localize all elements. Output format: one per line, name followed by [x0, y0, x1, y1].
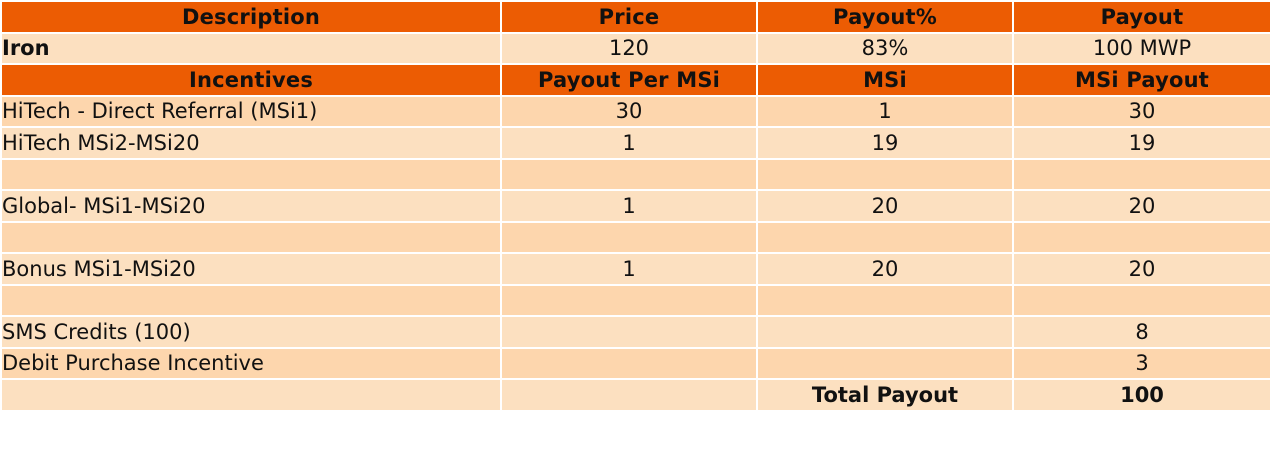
product-payout: 100 MWP: [1012, 31, 1270, 65]
msi-payout-cell: [1012, 283, 1270, 317]
table-row: [0, 220, 1270, 254]
msi-cell: [756, 283, 1014, 317]
msi-cell: 20: [756, 252, 1014, 286]
header-payout-percent: Payout%: [756, 0, 1014, 34]
incentive-label: SMS Credits (100): [0, 315, 502, 349]
table-row: Bonus MSi1-MSi20 1 20 20: [0, 252, 1270, 286]
product-price: 120: [500, 31, 758, 65]
incentive-label: Global- MSi1-MSi20: [0, 189, 502, 223]
msi-cell: 1: [756, 94, 1014, 128]
header-incentives: Incentives: [0, 63, 502, 97]
msi-cell: 19: [756, 126, 1014, 160]
total-payout-value: 100: [1012, 378, 1270, 412]
msi-payout-cell: [1012, 157, 1270, 191]
product-name: Iron: [0, 31, 502, 65]
msi-payout-cell: [1012, 220, 1270, 254]
payout-per-msi-cell: [500, 315, 758, 349]
payout-per-msi-cell: [500, 346, 758, 380]
payout-per-msi-cell: 1: [500, 126, 758, 160]
total-payout-label: Total Payout: [756, 378, 1014, 412]
payout-per-msi-cell: 1: [500, 189, 758, 223]
incentive-label: [0, 283, 502, 317]
msi-payout-cell: 3: [1012, 346, 1270, 380]
total-empty-cell: [0, 378, 502, 412]
header-row-incentives: Incentives Payout Per MSi MSi MSi Payout: [0, 63, 1270, 97]
incentive-label: Debit Purchase Incentive: [0, 346, 502, 380]
table-row: HiTech MSi2-MSi20 1 19 19: [0, 126, 1270, 160]
header-msi: MSi: [756, 63, 1014, 97]
table-row: [0, 283, 1270, 317]
header-description: Description: [0, 0, 502, 34]
table-row: SMS Credits (100) 8: [0, 315, 1270, 349]
table-row: HiTech - Direct Referral (MSi1) 30 1 30: [0, 94, 1270, 128]
msi-payout-cell: 20: [1012, 252, 1270, 286]
incentive-label: [0, 220, 502, 254]
header-payout-per-msi: Payout Per MSi: [500, 63, 758, 97]
payout-per-msi-cell: 30: [500, 94, 758, 128]
payout-per-msi-cell: [500, 220, 758, 254]
msi-payout-cell: 19: [1012, 126, 1270, 160]
product-payout-percent: 83%: [756, 31, 1014, 65]
header-msi-payout: MSi Payout: [1012, 63, 1270, 97]
incentive-label: [0, 157, 502, 191]
total-row: Total Payout 100: [0, 378, 1270, 412]
msi-cell: 20: [756, 189, 1014, 223]
payout-per-msi-cell: [500, 283, 758, 317]
header-price: Price: [500, 0, 758, 34]
msi-payout-cell: 30: [1012, 94, 1270, 128]
product-row: Iron 120 83% 100 MWP: [0, 31, 1270, 65]
payout-table: Description Price Payout% Payout Iron 12…: [0, 0, 1270, 412]
msi-cell: [756, 157, 1014, 191]
msi-cell: [756, 315, 1014, 349]
msi-payout-cell: 20: [1012, 189, 1270, 223]
payout-per-msi-cell: 1: [500, 252, 758, 286]
total-empty-cell: [500, 378, 758, 412]
incentive-label: HiTech - Direct Referral (MSi1): [0, 94, 502, 128]
table-row: [0, 157, 1270, 191]
table-row: Debit Purchase Incentive 3: [0, 346, 1270, 380]
header-row-product: Description Price Payout% Payout: [0, 0, 1270, 34]
incentive-label: HiTech MSi2-MSi20: [0, 126, 502, 160]
header-payout: Payout: [1012, 0, 1270, 34]
msi-cell: [756, 220, 1014, 254]
table-row: Global- MSi1-MSi20 1 20 20: [0, 189, 1270, 223]
payout-per-msi-cell: [500, 157, 758, 191]
msi-cell: [756, 346, 1014, 380]
msi-payout-cell: 8: [1012, 315, 1270, 349]
incentive-label: Bonus MSi1-MSi20: [0, 252, 502, 286]
